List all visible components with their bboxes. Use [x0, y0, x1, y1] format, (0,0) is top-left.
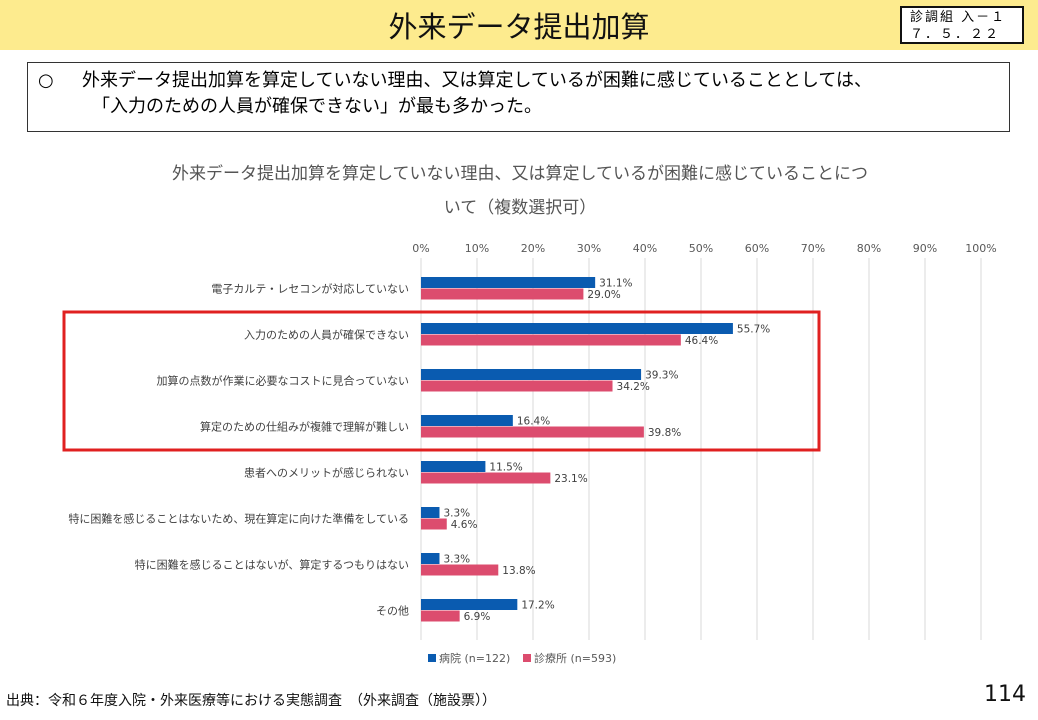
- header-band: [0, 0, 1038, 50]
- data-label: 23.1%: [554, 473, 587, 485]
- chart-title: 外来データ提出加算を算定していない理由、又は算定しているが困難に感じていることに…: [100, 157, 940, 225]
- bar-hospital: [421, 277, 596, 288]
- document-stamp: 診調組 入－１ ７．５．２２: [900, 6, 1024, 44]
- x-tick-label: 10%: [465, 242, 489, 255]
- data-label: 29.0%: [587, 289, 620, 301]
- x-tick-label: 70%: [801, 242, 825, 255]
- category-label: その他: [376, 605, 409, 618]
- data-label: 13.8%: [502, 565, 535, 577]
- category-label: 算定のための仕組みが複雑で理解が難しい: [200, 420, 409, 434]
- bar-hospital: [421, 507, 440, 518]
- data-label: 46.4%: [685, 335, 718, 347]
- x-tick-label: 60%: [745, 242, 769, 255]
- stamp-line1: 診調組 入－１: [910, 10, 1007, 25]
- bar-clinic: [421, 380, 613, 392]
- category-label: 患者へのメリットが感じられない: [244, 466, 409, 480]
- data-label: 39.8%: [648, 427, 681, 439]
- x-tick-label: 0%: [412, 242, 429, 255]
- legend-label: 診療所 (n=593): [534, 651, 616, 665]
- data-label: 34.2%: [617, 381, 650, 393]
- data-label: 11.5%: [489, 462, 522, 474]
- chart-title-line2: いて（複数選択可）: [443, 198, 597, 218]
- legend-swatch: [523, 654, 531, 662]
- x-tick-label: 80%: [857, 242, 881, 255]
- bullet-icon: ○: [38, 70, 54, 91]
- bar-hospital: [421, 461, 486, 472]
- bar-hospital: [421, 415, 513, 426]
- page-number: 114: [984, 682, 1026, 707]
- bar-hospital: [421, 323, 733, 334]
- x-tick-label: 90%: [913, 242, 937, 255]
- source-note: 出典：令和６年度入院・外来医療等における実態調査 （外来調査（施設票））: [6, 693, 496, 709]
- bar-hospital: [421, 599, 518, 610]
- summary-line2: 「入力のための人員が確保できない」が最も多かった。: [92, 96, 542, 117]
- category-label: 加算の点数が作業に必要なコストに見合っていない: [157, 374, 409, 388]
- data-label: 6.9%: [464, 611, 491, 623]
- summary-line1: 外来データ提出加算を算定していない理由、又は算定しているが困難に感じていることと…: [82, 70, 873, 91]
- bar-clinic: [421, 288, 584, 300]
- bar-clinic: [421, 564, 499, 576]
- legend-label: 病院 (n=122): [439, 651, 510, 665]
- chart-title-line1: 外来データ提出加算を算定していない理由、又は算定しているが困難に感じていることに…: [172, 164, 868, 184]
- bar-hospital: [421, 369, 642, 380]
- data-label: 3.3%: [443, 554, 470, 566]
- data-label: 4.6%: [451, 519, 478, 531]
- x-tick-label: 100%: [965, 242, 996, 255]
- legend-swatch: [428, 654, 436, 662]
- bar-clinic: [421, 334, 681, 346]
- x-tick-label: 50%: [689, 242, 713, 255]
- page-title: 外来データ提出加算: [388, 10, 650, 44]
- x-tick-label: 40%: [633, 242, 657, 255]
- summary-box: ○ 外来データ提出加算を算定していない理由、又は算定しているが困難に感じていること…: [27, 62, 1010, 132]
- data-label: 16.4%: [517, 416, 550, 428]
- stamp-line2: ７．５．２２: [910, 27, 1001, 42]
- x-tick-label: 30%: [577, 242, 601, 255]
- bar-clinic: [421, 518, 447, 530]
- bar-clinic: [421, 472, 551, 484]
- bar-clinic: [421, 426, 644, 438]
- x-tick-label: 20%: [521, 242, 545, 255]
- data-label: 55.7%: [737, 324, 770, 336]
- data-label: 31.1%: [599, 278, 632, 290]
- category-label: 入力のための人員が確保できない: [244, 328, 409, 342]
- category-label: 特に困難を感じることはないため、現在算定に向けた準備をしている: [68, 512, 409, 526]
- data-label: 17.2%: [521, 600, 554, 612]
- category-label: 特に困難を感じることはないが、算定するつもりはない: [135, 558, 409, 572]
- category-label: 電子カルテ・レセコンが対応していない: [211, 282, 409, 296]
- bar-clinic: [421, 610, 460, 622]
- data-label: 3.3%: [443, 508, 470, 520]
- bar-hospital: [421, 553, 440, 564]
- highlight-box: [62, 310, 821, 452]
- data-label: 39.3%: [645, 370, 678, 382]
